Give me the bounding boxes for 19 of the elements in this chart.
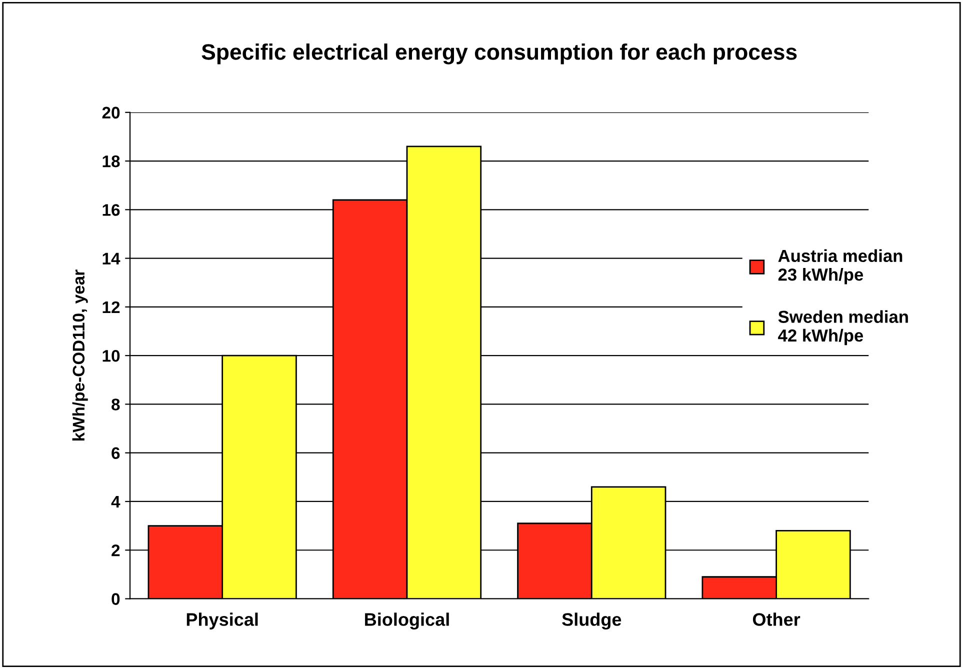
y-tick-label: 8 <box>112 398 120 410</box>
y-tick-label: 14 <box>102 252 120 264</box>
y-axis-title: kWh/pe-COD110, year <box>72 270 88 441</box>
y-tick-label: 20 <box>102 106 120 119</box>
x-tick-label: Biological <box>365 612 449 630</box>
y-tick-label: 12 <box>102 301 120 313</box>
legend-label: Sweden median 42 kWh/pe <box>778 310 908 346</box>
y-tick-label: 18 <box>102 155 120 168</box>
y-tick-label: 10 <box>102 350 120 362</box>
legend-label: Austria median 23 kWh/pe <box>778 249 902 284</box>
y-tick-label: 6 <box>112 447 120 460</box>
x-tick-label: Physical <box>186 612 258 630</box>
y-tick-label: 4 <box>111 496 120 508</box>
y-tick-label: 2 <box>112 544 120 556</box>
y-tick-label: 0 <box>112 593 120 605</box>
x-tick-label: Sludge <box>562 612 622 630</box>
chart-title: Specific electrical energy consumption for each process <box>202 44 797 64</box>
x-tick-label: Other <box>752 612 800 626</box>
y-tick-label: 16 <box>102 204 120 216</box>
